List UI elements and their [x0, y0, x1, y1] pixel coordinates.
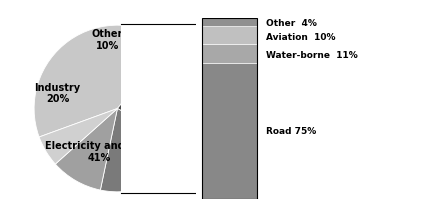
Text: Transport
22%: Transport 22%	[126, 94, 178, 115]
Wedge shape	[117, 44, 200, 149]
Bar	[202, 18, 256, 199]
Text: Residential
6%: Residential 6%	[128, 29, 190, 51]
Bar	[121, 23, 208, 194]
Wedge shape	[55, 108, 117, 190]
Wedge shape	[100, 108, 190, 192]
Text: Water-borne  11%: Water-borne 11%	[265, 51, 357, 60]
Bar	[202, 64, 256, 199]
Text: Industry
20%: Industry 20%	[34, 83, 81, 104]
Text: Aviation  10%: Aviation 10%	[265, 33, 334, 42]
Bar	[202, 18, 256, 26]
Text: Road 75%: Road 75%	[265, 127, 315, 135]
Wedge shape	[39, 108, 117, 164]
Text: Electricity and heat
41%: Electricity and heat 41%	[45, 141, 153, 163]
Bar	[202, 44, 256, 64]
Text: Other  4%: Other 4%	[265, 19, 316, 28]
Bar	[202, 26, 256, 44]
Wedge shape	[34, 25, 170, 137]
Text: Other
10%: Other 10%	[92, 29, 123, 51]
